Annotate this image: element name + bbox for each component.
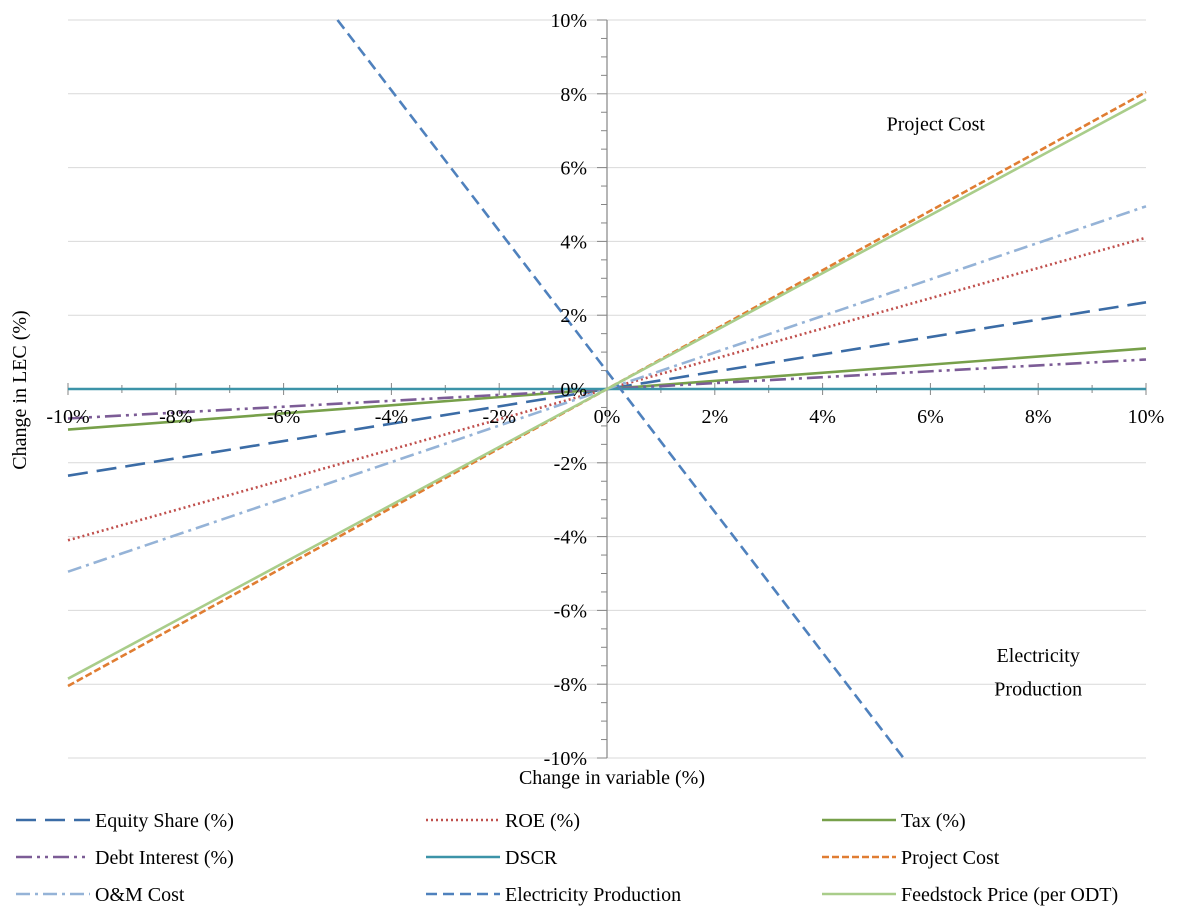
legend-label: O&M Cost xyxy=(95,884,185,906)
y-tick-label: 6% xyxy=(560,158,587,180)
series-lines xyxy=(67,19,1147,759)
y-tick-label: -2% xyxy=(554,453,587,475)
y-tick-label: 10% xyxy=(550,10,587,32)
legend-label: Electricity Production xyxy=(505,884,681,906)
y-tick-label: 2% xyxy=(560,305,587,327)
y-tick-label: 8% xyxy=(560,84,587,106)
x-tick-label: 6% xyxy=(917,406,944,428)
legend-label: ROE (%) xyxy=(505,810,580,832)
tick-labels: -10% -8% -6% -4% -2% 0% 2% 4% 6% 8% 10% -10% -8% -6% -… xyxy=(46,10,1164,770)
legend: Equity Share (%) ROE (%) Tax (%) Debt Inter… xyxy=(16,810,1118,906)
x-tick-label: -2% xyxy=(483,406,516,428)
x-tick-label: -8% xyxy=(159,406,192,428)
x-tick-label: 10% xyxy=(1128,406,1165,428)
y-tick-label: -10% xyxy=(544,748,587,770)
annotation-label: Production xyxy=(994,678,1082,700)
legend-label: Tax (%) xyxy=(901,810,966,832)
legend-label: Project Cost xyxy=(901,847,1000,869)
y-tick-label: 4% xyxy=(560,231,587,253)
legend-label: Debt Interest (%) xyxy=(95,847,234,869)
annotations: Project Cost Electricity Production xyxy=(887,114,1082,701)
series-line xyxy=(67,236,1147,542)
x-tick-label: 4% xyxy=(809,406,836,428)
x-tick-label: 0% xyxy=(594,406,621,428)
y-tick-label: -8% xyxy=(554,674,587,696)
y-tick-label: -4% xyxy=(554,527,587,549)
annotation-label: Electricity xyxy=(997,645,1080,667)
x-tick-label: 8% xyxy=(1025,406,1052,428)
y-axis-title: Change in LEC (%) xyxy=(9,310,31,469)
x-tick-label: -6% xyxy=(267,406,300,428)
series-line xyxy=(336,19,905,759)
series-line xyxy=(67,98,1147,680)
x-tick-label: -10% xyxy=(46,406,89,428)
legend-label: DSCR xyxy=(505,847,558,869)
legend-label: Equity Share (%) xyxy=(95,810,234,832)
legend-label: Feedstock Price (per ODT) xyxy=(901,884,1118,906)
x-tick-label: -4% xyxy=(375,406,408,428)
y-tick-label: -6% xyxy=(554,600,587,622)
series-line xyxy=(67,301,1147,477)
annotation-label: Project Cost xyxy=(887,114,986,136)
y-tick-label: 0% xyxy=(560,379,587,401)
x-axis-title: Change in variable (%) xyxy=(519,767,705,789)
x-tick-label: 2% xyxy=(701,406,728,428)
